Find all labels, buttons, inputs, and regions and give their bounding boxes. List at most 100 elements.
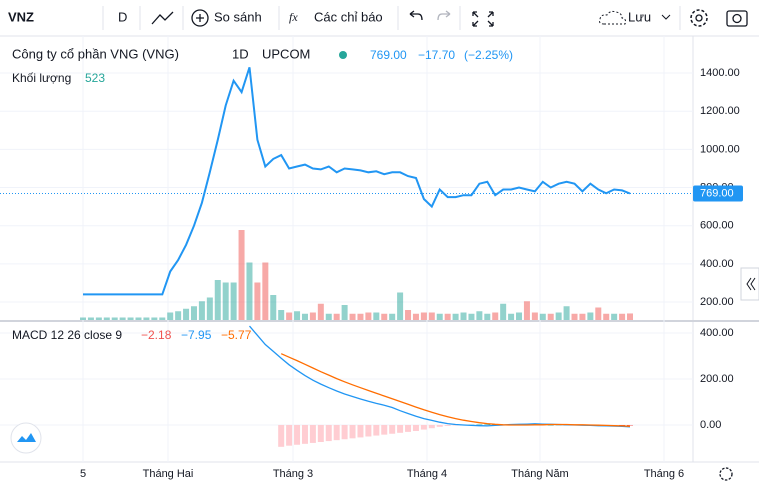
volume-bar	[468, 313, 475, 320]
macd-hist-bar	[294, 424, 301, 445]
macd-hist-bar	[619, 424, 626, 426]
price-line	[83, 66, 631, 296]
macd-hist-bar	[547, 424, 554, 426]
symbol-button[interactable]: VNZ	[8, 9, 34, 24]
indicators-button[interactable]: Các chỉ báo	[314, 9, 383, 24]
volume-bar	[301, 313, 308, 320]
volume-bar	[397, 292, 404, 320]
macd-hist-bar	[365, 424, 372, 437]
volume-bar	[373, 312, 380, 320]
save-button[interactable]: Lưu	[628, 9, 651, 24]
volume-bar	[325, 313, 332, 320]
volume-value: 523	[85, 71, 105, 85]
macd-hist-bar	[389, 424, 396, 434]
snapshot-button[interactable]	[726, 10, 748, 27]
compare-icon[interactable]	[191, 9, 209, 27]
volume-bar	[508, 313, 515, 320]
x-tick-label: Tháng 6	[644, 468, 684, 480]
y-tick-label: 200.00	[700, 296, 734, 308]
volume-bar	[230, 282, 237, 320]
redo-button[interactable]	[437, 10, 451, 21]
y-tick-label: 1200.00	[700, 105, 740, 117]
legend-change-pct: (−2.25%)	[464, 48, 513, 62]
macd-hist-bar	[476, 424, 483, 426]
legend-title: Công ty cổ phần VNG (VNG)	[12, 46, 179, 61]
volume-bar	[238, 230, 245, 320]
volume-bar	[341, 305, 348, 320]
macd-hist-bar	[420, 424, 427, 430]
volume-label: Khối lượng	[12, 71, 71, 85]
y-tick-label: 1400.00	[700, 67, 740, 79]
macd-hist-value: −2.18	[141, 328, 172, 342]
indicators-icon[interactable]: fx	[289, 10, 298, 24]
volume-bar	[627, 313, 633, 320]
x-tick-label: Tháng Hai	[143, 468, 194, 480]
volume-bar	[452, 313, 459, 320]
x-tick-label: Tháng Năm	[511, 468, 568, 480]
macd-hist-bar	[333, 424, 340, 441]
volume-bar	[262, 262, 269, 320]
save-icon[interactable]	[599, 10, 627, 25]
macd-hist-bar	[325, 424, 332, 442]
market-status	[339, 51, 347, 59]
macd-hist-bar	[436, 424, 443, 427]
volume-bar	[175, 311, 182, 320]
volume-bar	[278, 310, 285, 320]
volume-bar	[389, 313, 396, 320]
macd-hist-bar	[405, 424, 412, 432]
chart-style-button[interactable]	[151, 11, 174, 25]
logo-button[interactable]	[10, 422, 42, 454]
volume-bar	[151, 317, 158, 320]
axis-settings-button[interactable]	[719, 467, 733, 481]
volume-bar	[190, 306, 197, 320]
macd-hist-bar	[381, 424, 388, 435]
last-price-box	[693, 185, 743, 202]
settings-button[interactable]	[690, 9, 708, 27]
macd-hist-bar	[278, 424, 285, 447]
macd-hist-bar	[286, 424, 293, 446]
fullscreen-button[interactable]	[472, 11, 494, 27]
volume-bar	[547, 313, 554, 320]
volume-bar	[80, 317, 86, 320]
macd-hist-bar	[444, 424, 451, 426]
macd-hist-bar	[397, 424, 404, 433]
volume-bar	[579, 313, 586, 320]
collapse-icon	[746, 277, 756, 291]
volume-bar	[539, 313, 546, 320]
signal-line	[280, 353, 631, 427]
interval-button[interactable]: D	[118, 9, 127, 24]
macd-hist-bar	[349, 424, 356, 439]
volume-bar	[460, 312, 467, 320]
volume-bar	[87, 317, 94, 320]
volume-bar	[135, 317, 142, 320]
volume-bar	[246, 262, 253, 320]
logo-icon	[17, 433, 36, 442]
macd-hist-bar	[484, 424, 491, 426]
undo-button[interactable]	[409, 10, 423, 21]
legend-interval: 1D	[232, 46, 249, 61]
volume-bar	[555, 312, 562, 320]
volume-bar	[254, 282, 261, 320]
toolbar: VNZ D So sánh fx Các chỉ báo Lưu	[0, 6, 759, 37]
x-tick-label: Tháng 3	[273, 468, 313, 480]
volume-bar	[444, 313, 451, 320]
compare-button[interactable]: So sánh	[214, 9, 262, 24]
macd-hist-bar	[309, 424, 316, 443]
volume-bar	[286, 312, 293, 320]
y-tick-label: 600.00	[700, 220, 734, 232]
y-tick-label: 200.00	[700, 373, 734, 385]
volume-bar	[294, 311, 301, 320]
volume-bar	[611, 313, 618, 320]
volume-bar	[127, 317, 134, 320]
legend-change: −17.70	[418, 48, 455, 62]
collapse-panel-button[interactable]	[740, 267, 759, 301]
volume-bar	[523, 301, 530, 320]
legend-close: 769.00	[370, 48, 407, 62]
macd-hist-bar	[373, 424, 380, 436]
save-menu[interactable]	[661, 14, 671, 20]
volume-bar	[103, 317, 110, 320]
volume-bar	[603, 313, 610, 320]
volume-bar	[381, 313, 388, 320]
volume-bar	[119, 317, 126, 320]
